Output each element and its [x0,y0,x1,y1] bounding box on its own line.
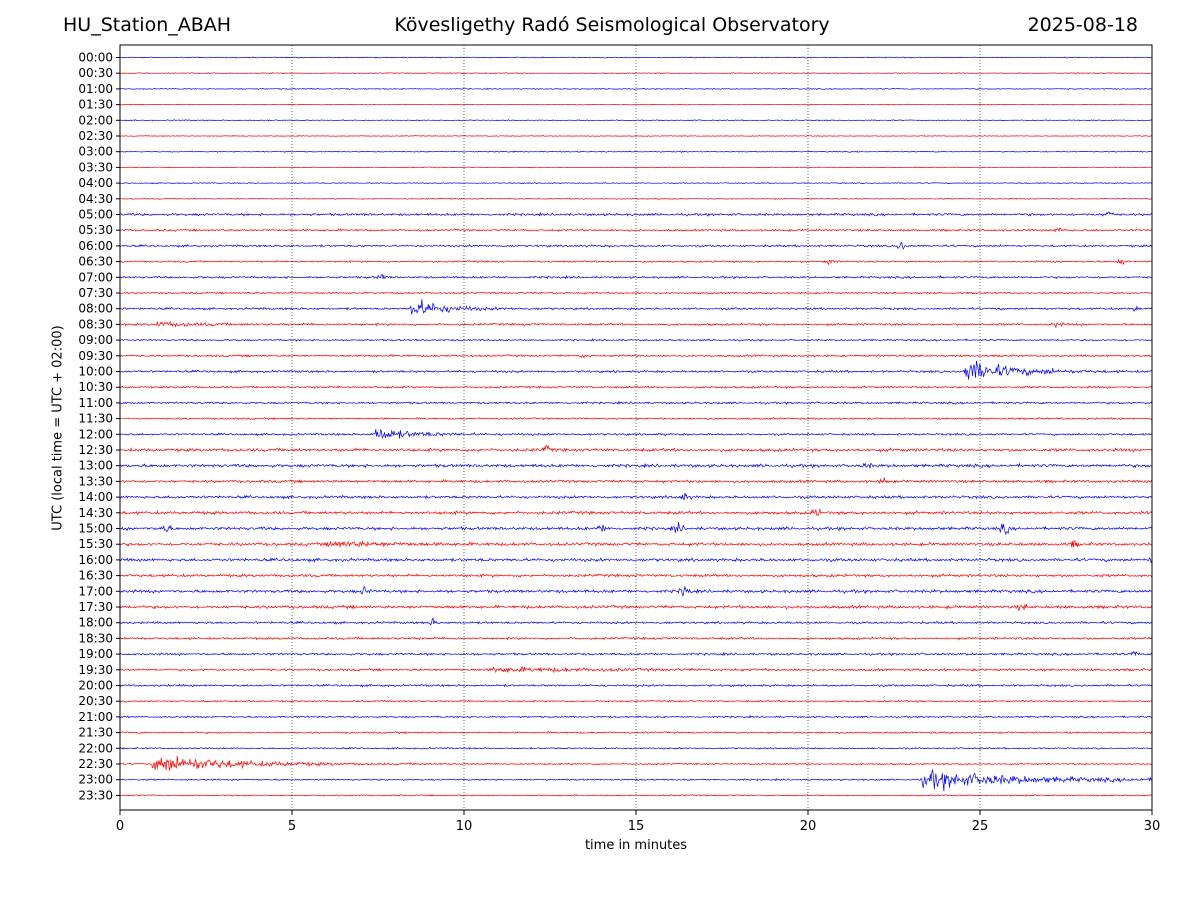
trace-1330 [119,477,1153,484]
y-tick-label: 01:30 [78,98,113,112]
trace-0730 [119,291,1153,295]
x-tick-label: 25 [972,819,989,834]
y-tick-label: 20:30 [78,694,113,708]
y-tick-label: 23:30 [78,788,113,802]
y-tick-label: 19:00 [78,647,113,661]
y-tick-label: 07:30 [78,286,113,300]
y-tick-label: 06:30 [78,255,113,269]
trace-1400 [119,492,1153,501]
y-tick-label: 00:30 [78,66,113,80]
trace-1830 [119,636,1153,641]
y-tick-label: 15:00 [78,522,113,536]
y-tick-label: 22:30 [78,757,113,771]
y-tick-label: 21:30 [78,726,113,740]
y-tick-label: 14:30 [78,506,113,520]
y-tick-label: 09:30 [78,349,113,363]
y-tick-label: 12:00 [78,427,113,441]
y-tick-label: 03:30 [78,160,113,174]
station-name: HU_Station_ABAH [63,14,232,36]
trace-1800 [119,617,1153,626]
trace-0330 [119,166,1153,169]
y-tick-label: 16:00 [78,553,113,567]
y-tick-label: 05:00 [78,208,113,222]
y-tick-label: 14:00 [78,490,113,504]
y-tick-label: 08:30 [78,317,113,331]
trace-1200 [119,428,1153,439]
x-tick-label: 20 [800,819,817,834]
y-tick-label: 18:00 [78,616,113,630]
trace-2000 [119,683,1153,688]
y-tick-label: 10:30 [78,380,113,394]
y-tick-label: 13:00 [78,459,113,473]
y-tick-label: 07:00 [78,270,113,284]
y-tick-label: 06:00 [78,239,113,253]
x-axis-label: time in minutes [584,838,688,853]
trace-1000 [119,360,1153,380]
y-tick-label: 23:00 [78,773,113,787]
trace-1130 [119,416,1153,421]
y-tick-label: 16:30 [78,569,113,583]
x-tick-label: 0 [116,819,124,834]
x-tick-label: 10 [456,819,473,834]
y-tick-label: 19:30 [78,663,113,677]
trace-0130 [119,103,1152,106]
y-tick-label: 08:00 [78,302,113,316]
y-tick-label: 15:30 [78,537,113,551]
trace-1900 [120,650,1153,657]
grid-lines [291,45,981,810]
observatory-title: Kövesligethy Radó Seismological Observat… [394,14,830,36]
trace-2030 [119,699,1153,703]
y-tick-label: 02:30 [78,129,113,143]
y-tick-label: 04:30 [78,192,113,206]
y-tick-label: 01:00 [78,82,113,96]
y-axis-label: UTC (local time = UTC + 02:00) [50,325,66,531]
trace-2300 [119,768,1153,792]
x-tick-label: 30 [1144,819,1161,834]
y-tick-label: 11:30 [78,412,113,426]
trace-0500 [119,211,1153,217]
y-tick-label: 17:30 [78,600,113,614]
x-tick-label: 15 [628,819,645,834]
y-tick-label: 22:00 [78,741,113,755]
y-tick-label: 12:30 [78,443,113,457]
trace-0930 [119,353,1153,359]
y-tick-label: 04:00 [78,176,113,190]
trace-2230 [119,755,1153,771]
y-tick-label: 11:00 [78,396,113,410]
x-tick-label: 5 [288,819,296,834]
y-tick-label: 10:00 [78,365,113,379]
y-tick-label: 13:30 [78,474,113,488]
trace-0630 [119,258,1153,266]
trace-0530 [119,227,1152,233]
y-tick-label: 20:00 [78,679,113,693]
y-tick-label: 05:30 [78,223,113,237]
trace-0100 [119,87,1153,91]
plot-date: 2025-08-18 [1027,14,1138,36]
y-tick-label: 18:30 [78,631,113,645]
y-tick-label: 03:00 [78,145,113,159]
trace-0300 [119,150,1153,153]
y-tick-label: 17:00 [78,584,113,598]
y-tick-label: 09:00 [78,333,113,347]
y-tick-label: 21:00 [78,710,113,724]
y-tick-label: 02:00 [78,113,113,127]
x-axis: 0 5 10 15 20 25 30 [116,810,1160,834]
y-tick-label: 00:00 [78,51,113,65]
